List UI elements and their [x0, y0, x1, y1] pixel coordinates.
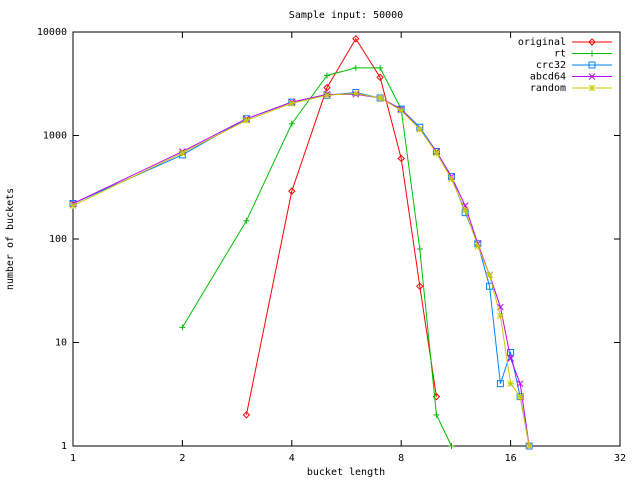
marker: [589, 50, 595, 57]
y-tick-label: 100: [49, 234, 67, 245]
x-tick-label: 8: [398, 453, 404, 464]
series-line: [181, 67, 452, 447]
marker: [397, 106, 405, 114]
legend-label: random: [530, 83, 566, 94]
marker: [448, 175, 455, 183]
x-tick-label: 32: [614, 453, 626, 464]
chart-title: Sample input: 50000: [289, 10, 403, 21]
series-line: [72, 93, 530, 447]
marker: [507, 355, 514, 362]
marker: [243, 217, 250, 224]
y-tick-label: 1000: [43, 131, 67, 142]
marker: [433, 411, 440, 418]
legend-label: rt: [554, 49, 566, 60]
marker: [243, 117, 250, 124]
legend-label: crc32: [536, 60, 566, 71]
marker: [507, 380, 514, 388]
series-line: [72, 92, 530, 447]
marker: [416, 282, 424, 290]
marker: [588, 61, 596, 69]
marker: [507, 349, 515, 357]
marker: [474, 242, 482, 250]
legend-label: abcd64: [530, 72, 566, 83]
marker: [416, 123, 424, 131]
marker: [288, 120, 295, 127]
marker: [288, 99, 296, 107]
marker: [397, 154, 405, 163]
x-axis-label: bucket length: [307, 467, 385, 478]
marker: [376, 73, 384, 82]
marker: [447, 173, 455, 181]
x-tick-label: 16: [505, 453, 517, 464]
marker: [416, 125, 424, 133]
marker: [352, 64, 359, 71]
marker: [525, 442, 533, 450]
marker: [416, 246, 423, 253]
marker: [516, 380, 524, 388]
marker: [242, 411, 251, 419]
marker: [516, 393, 524, 400]
series-line: [245, 37, 437, 415]
marker: [324, 72, 331, 79]
marker: [179, 149, 186, 157]
series-line: [72, 92, 530, 447]
marker: [525, 442, 533, 450]
marker: [69, 202, 77, 210]
x-tick-label: 1: [70, 453, 76, 464]
marker: [433, 149, 440, 157]
marker: [376, 94, 384, 102]
marker: [288, 187, 296, 195]
marker: [588, 73, 596, 80]
y-tick-label: 10000: [37, 27, 67, 38]
marker: [323, 83, 331, 92]
x-tick-label: 4: [289, 453, 295, 464]
marker: [496, 380, 504, 388]
marker: [448, 443, 455, 449]
marker: [588, 38, 596, 46]
marker: [486, 282, 494, 290]
legend-label: original: [518, 37, 566, 48]
y-axis-label: number of buckets: [5, 188, 16, 290]
x-tick-label: 2: [179, 453, 185, 464]
marker: [461, 206, 469, 214]
y-tick-label: 10: [55, 338, 67, 349]
marker: [588, 84, 596, 92]
marker: [323, 91, 331, 99]
marker: [352, 90, 360, 97]
y-tick-label: 1: [61, 441, 67, 452]
marker: [377, 64, 384, 71]
marker: [486, 271, 493, 279]
marker: [376, 94, 384, 102]
marker: [497, 312, 504, 320]
marker: [179, 324, 186, 331]
marker: [352, 35, 360, 43]
